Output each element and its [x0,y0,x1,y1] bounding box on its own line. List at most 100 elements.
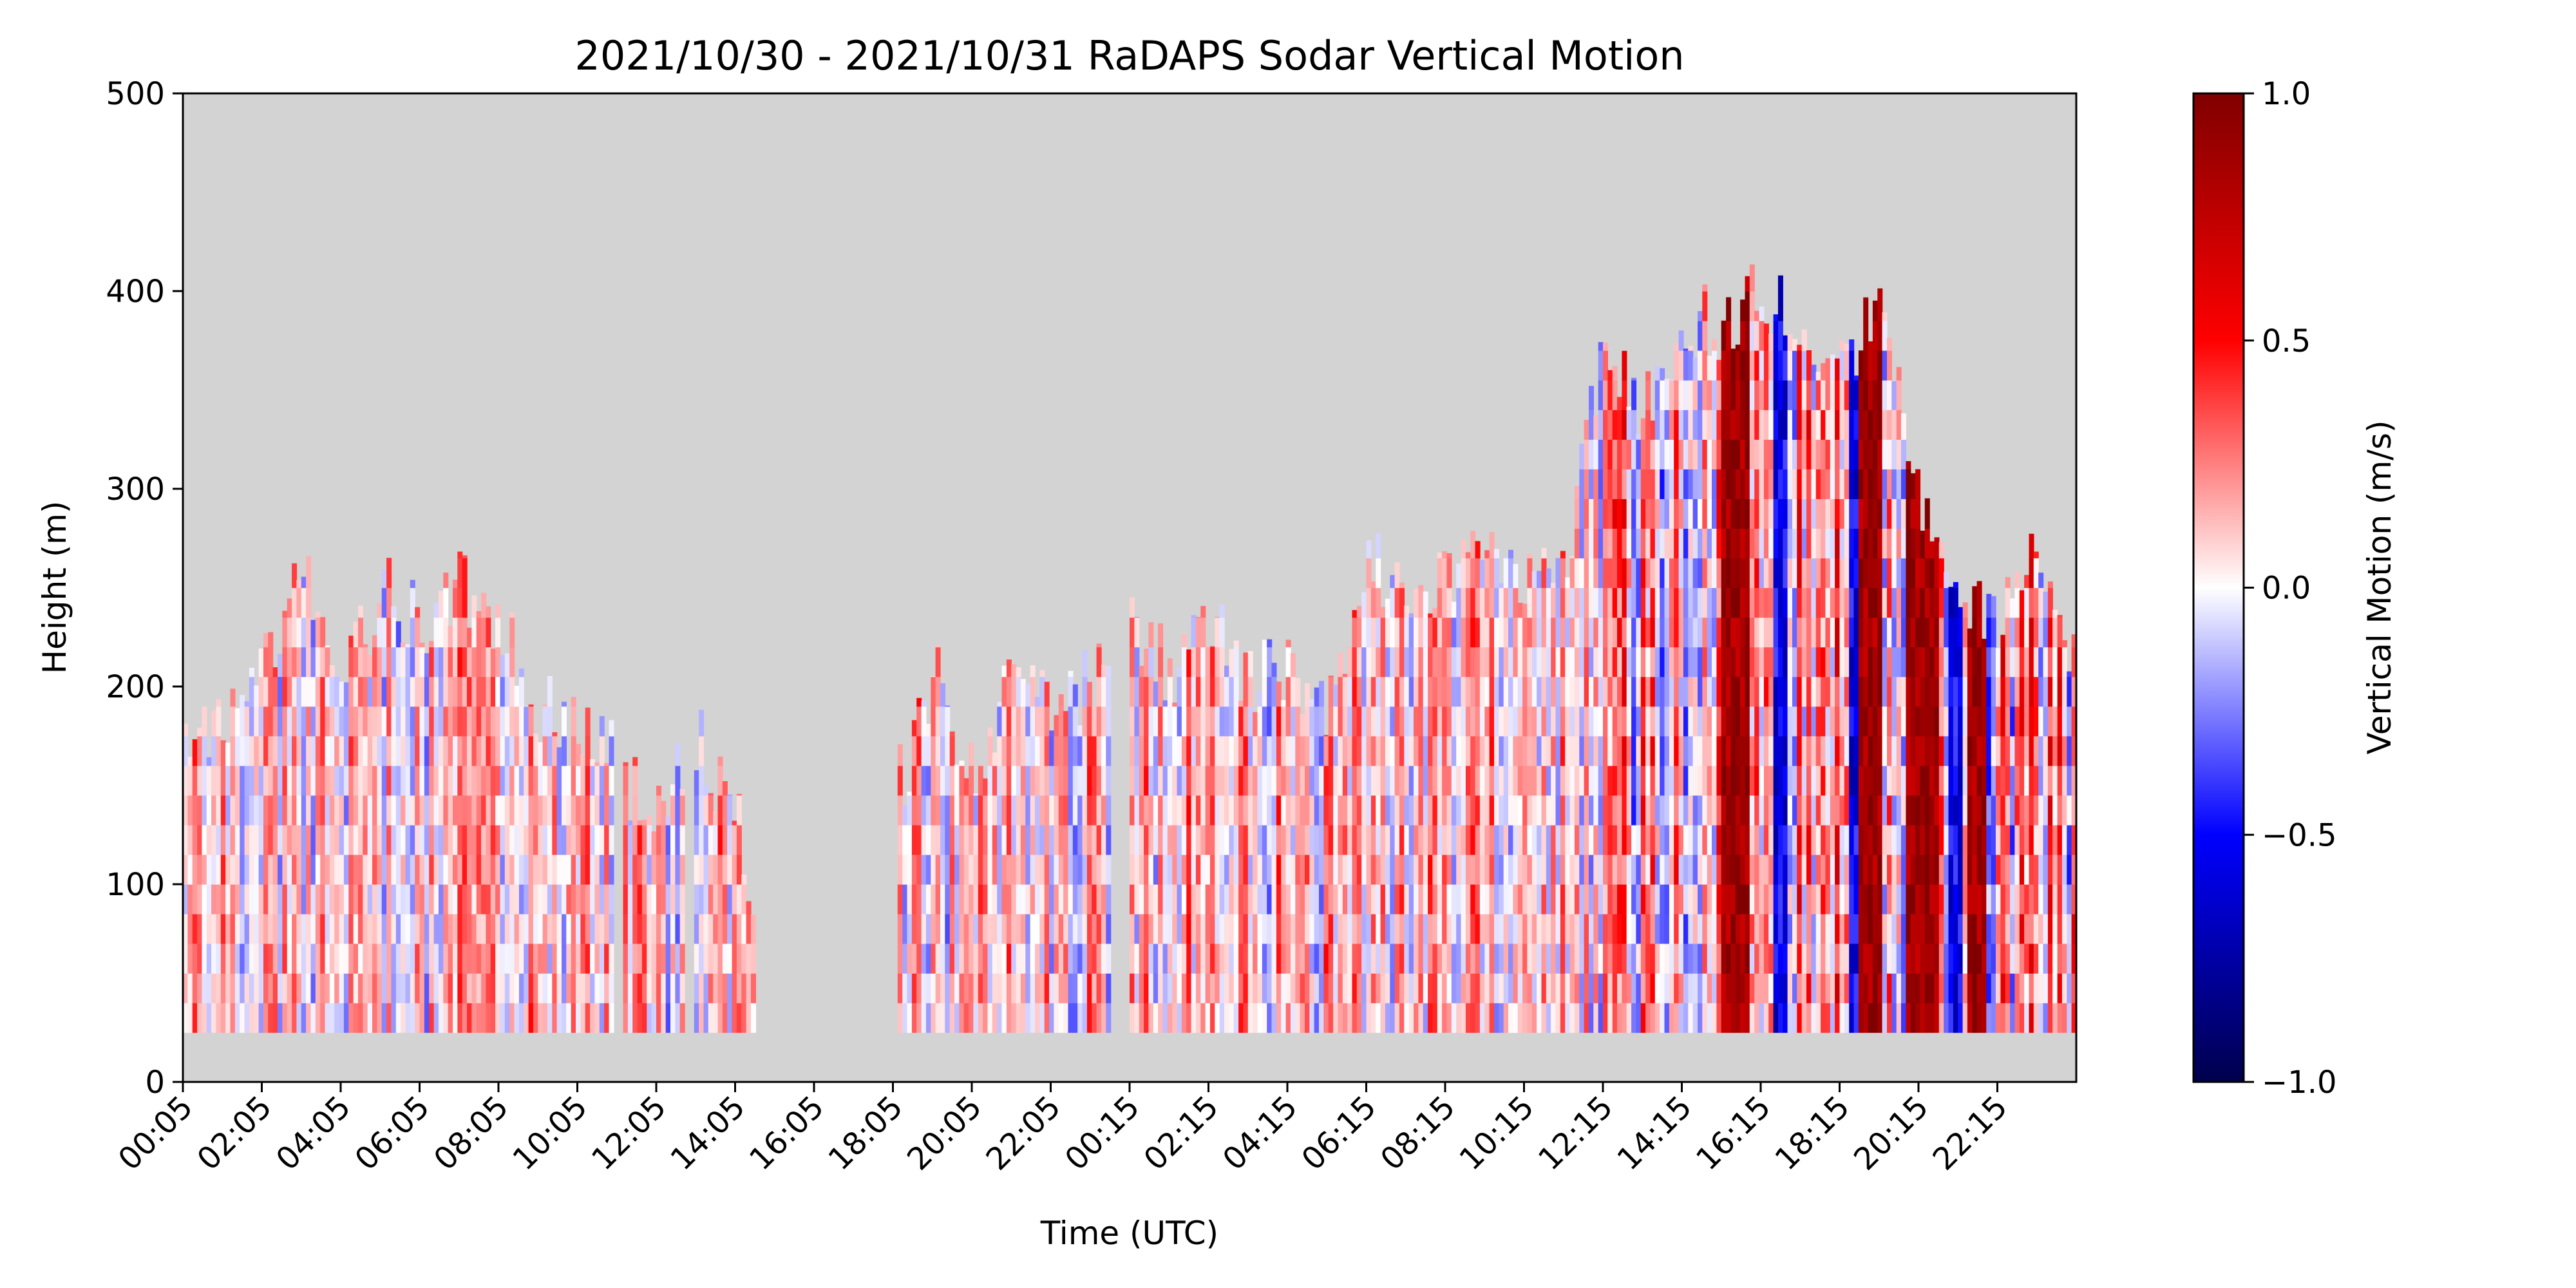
heatmap-cell [576,973,581,1003]
heatmap-cell [1749,264,1755,292]
heatmap-cell [1716,824,1722,855]
heatmap-cell [1257,691,1263,707]
heatmap-cell [1636,884,1642,914]
heatmap-cell [1001,706,1007,737]
heatmap-cell [1683,914,1689,944]
heatmap-cell [1579,558,1585,589]
heatmap-cell [1853,824,1859,855]
heatmap-cell [476,855,482,885]
heatmap-cell [1877,587,1883,618]
heatmap-cell [1654,824,1660,855]
heatmap-cell [1366,617,1372,648]
heatmap-cell [1366,735,1372,766]
heatmap-cell [1654,795,1660,826]
heatmap-cell [306,824,312,855]
heatmap-cell [1347,765,1353,796]
heatmap-cell [1224,735,1229,766]
heatmap-cell [959,943,965,974]
heatmap-cell [1773,914,1779,944]
heatmap-cell [1674,587,1680,618]
heatmap-cell [528,704,534,707]
heatmap-cell [1815,973,1821,1003]
heatmap-cell [415,1003,421,1033]
heatmap-cell [1475,855,1481,885]
heatmap-cell [576,855,581,885]
heatmap-cell [476,914,482,944]
heatmap-cell [1835,410,1841,440]
heatmap-cell [1721,855,1727,885]
heatmap-cell [1281,706,1287,737]
heatmap-cell [1896,765,1902,796]
heatmap-cell [1361,765,1367,796]
heatmap-cell [1612,676,1618,707]
heatmap-cell [997,943,1003,974]
heatmap-cell [1598,735,1604,766]
heatmap-cell [1423,824,1428,855]
heatmap-cell [1148,1003,1154,1033]
heatmap-cell [1153,795,1159,826]
heatmap-cell [1020,914,1026,944]
heatmap-cell [1408,943,1414,974]
heatmap-cell [386,1003,392,1033]
heatmap-cell [1016,667,1021,677]
heatmap-cell [1546,676,1551,707]
heatmap-cell [1811,558,1817,589]
heatmap-cell [1224,824,1229,855]
heatmap-cell [1863,297,1869,321]
heatmap-cell [1768,410,1774,440]
heatmap-cell [1295,855,1301,885]
heatmap-cell [1167,943,1173,974]
heatmap-cell [1868,558,1873,589]
heatmap-cell [495,824,501,855]
heatmap-cell [656,884,661,914]
heatmap-cell [599,973,605,1003]
heatmap-cell [211,795,217,826]
heatmap-cell [1740,528,1746,559]
heatmap-cell [623,1003,629,1033]
heatmap-cell [1565,617,1571,648]
heatmap-cell [547,973,553,1003]
heatmap-cell [244,943,250,974]
heatmap-cell [216,914,222,944]
heatmap-cell [1319,855,1324,885]
heatmap-cell [1370,824,1376,855]
heatmap-cell [1531,884,1537,914]
heatmap-cell [1877,735,1883,766]
heatmap-cell [1777,410,1783,440]
heatmap-cell [1494,795,1499,826]
heatmap-cell [348,943,354,974]
heatmap-cell [945,914,951,944]
heatmap-cell [1233,973,1239,1003]
heatmap-cell [1726,469,1732,499]
heatmap-cell [746,973,752,1003]
heatmap-cell [670,824,676,855]
heatmap-cell [1479,855,1485,885]
heatmap-cell [1044,943,1050,974]
heatmap-cell [902,973,908,1003]
heatmap-cell [1461,795,1466,826]
heatmap-cell [1910,1003,1916,1033]
heatmap-cell [1645,824,1651,855]
heatmap-cell [538,855,544,885]
heatmap-cell [1617,410,1622,440]
heatmap-cell [1338,1003,1343,1033]
heatmap-cell [585,765,591,796]
heatmap-cell [211,914,217,944]
heatmap-cell [1503,884,1509,914]
heatmap-cell [325,706,330,737]
heatmap-cell [216,943,222,974]
heatmap-cell [1660,410,1665,440]
heatmap-cell [1039,676,1045,707]
heatmap-cell [665,1003,671,1033]
heatmap-cell [334,765,340,796]
heatmap-cell [1442,735,1448,766]
heatmap-cell [1787,914,1793,944]
heatmap-cell [1063,1003,1069,1033]
heatmap-cell [1243,1003,1249,1033]
heatmap-cell [1342,855,1348,885]
heatmap-cell [1607,439,1613,469]
heatmap-cell [1839,469,1845,499]
heatmap-cell [1678,528,1684,559]
heatmap-cell [1783,380,1788,410]
heatmap-cell [353,706,359,737]
